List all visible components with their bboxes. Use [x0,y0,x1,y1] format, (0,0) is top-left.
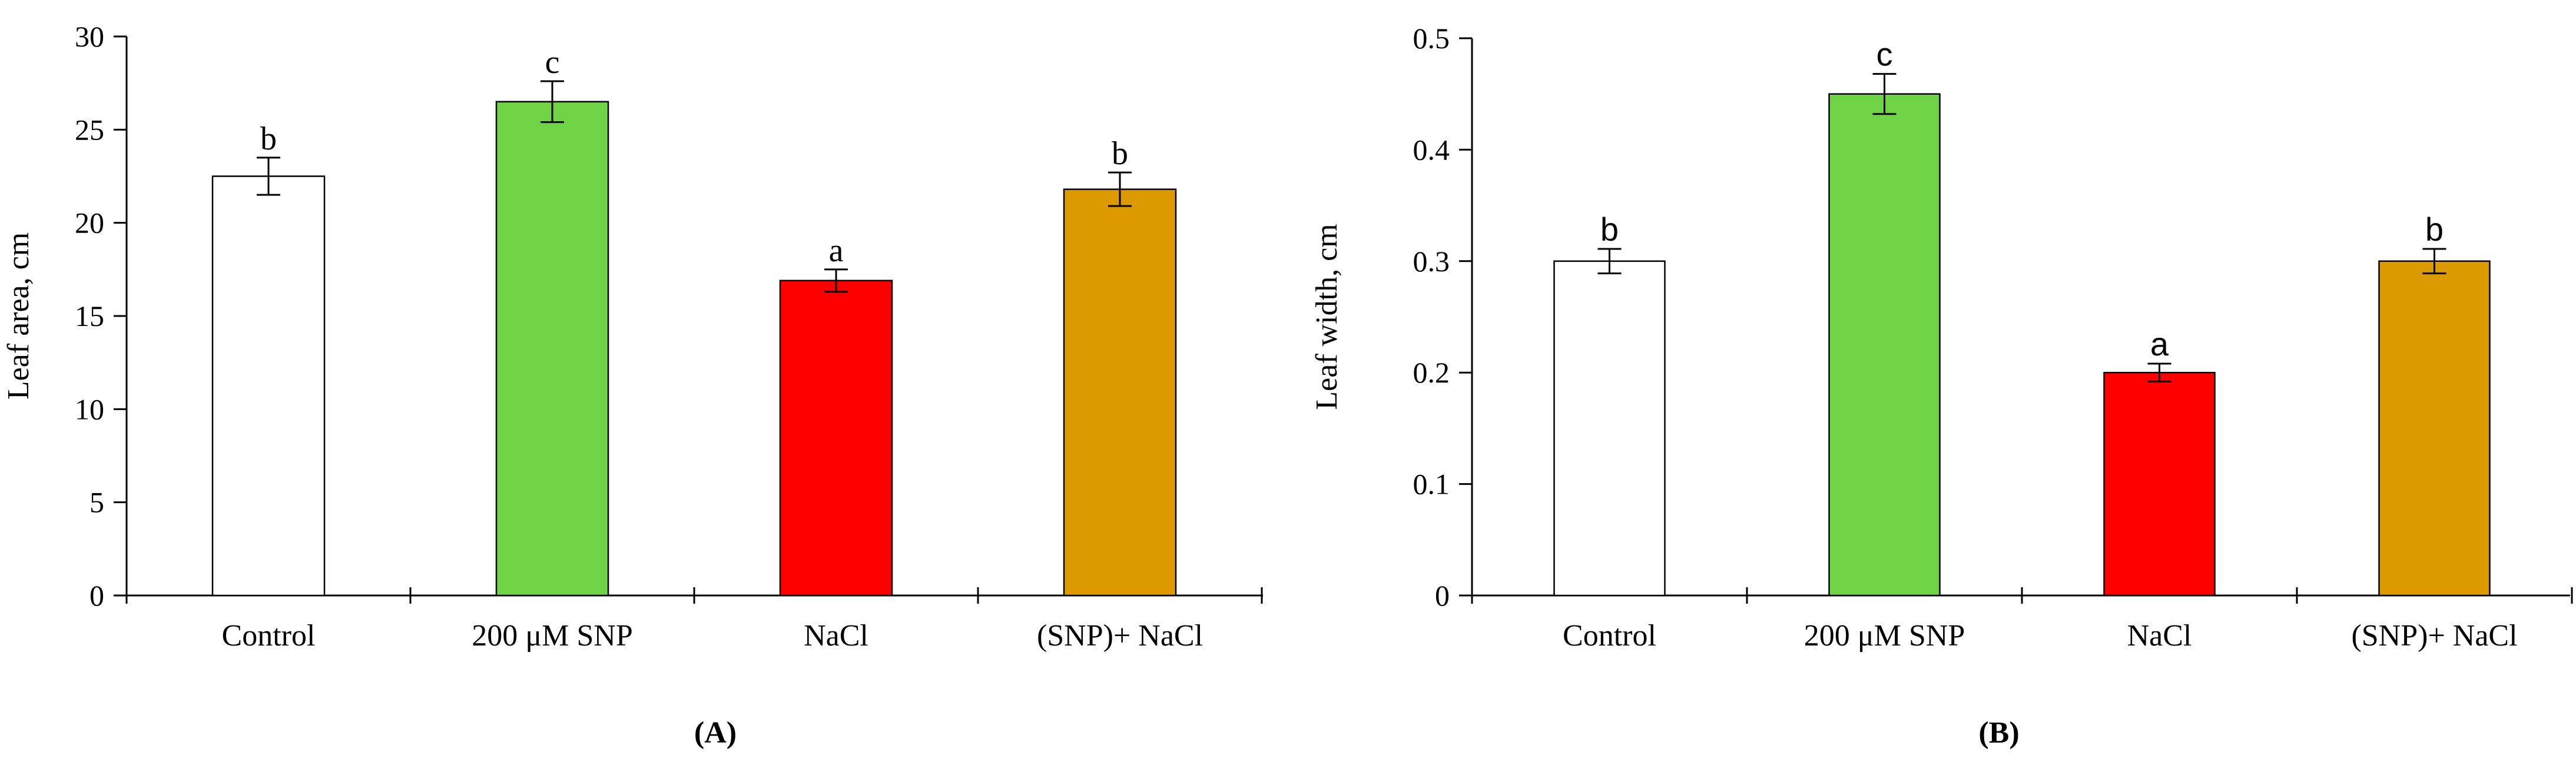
y-tick-label: 0 [89,579,104,612]
y-tick-label: 0.4 [1413,133,1450,166]
y-tick-label: 10 [75,392,104,425]
y-axis-title: Leaf width, cm [1310,224,1344,410]
y-tick-label: 25 [75,113,104,146]
bar-3 [2103,371,2216,597]
significance-label: a [2150,325,2169,362]
y-tick-label: 0.5 [1413,22,1450,55]
chart-b: 0 0.1 0.2 0.3 0.4 0.5 b Control c 200 μM SNP a NaCl… [1310,22,2573,750]
y-tick-label: 0.3 [1413,245,1450,278]
chart-a: 0 5 10 15 20 25 30 b Control c 200 μM SNP a NaCl b (SN… [2,20,1263,750]
y-tick-label: 15 [75,300,104,332]
significance-label: b [1112,135,1128,172]
bar-3 [779,279,893,597]
panel-label: (B) [1978,716,2019,750]
significance-label: c [545,44,560,81]
bar-1 [211,175,326,597]
category-label: (SNP)+ NaCl [1037,619,1203,653]
bar-1 [1553,260,1666,597]
category-label: NaCl [804,619,868,653]
significance-label: c [1877,36,1893,73]
y-axis-title: Leaf area, cm [2,232,35,400]
bar-4 [2378,260,2491,597]
y-tick-label: 0.1 [1413,468,1450,501]
y-tick-label: 0.2 [1413,356,1450,389]
category-label: (SNP)+ NaCl [2351,619,2517,653]
category-label: Control [1563,619,1656,653]
category-label: Control [222,619,316,653]
bar-2 [1828,93,1941,597]
significance-label: b [1600,211,1619,248]
panel-label: (A) [694,716,737,750]
significance-label: b [260,121,277,157]
y-tick-label: 30 [75,20,104,53]
bar-2 [495,101,609,597]
category-label: 200 μM SNP [1804,619,1965,653]
category-label: NaCl [2127,619,2192,653]
bar-4 [1063,188,1177,597]
significance-label: b [2425,211,2444,248]
category-label: 200 μM SNP [472,619,633,653]
y-tick-label: 5 [89,486,104,519]
y-tick-label: 0 [1435,579,1450,612]
y-tick-label: 20 [75,207,104,239]
significance-label: a [829,232,844,269]
